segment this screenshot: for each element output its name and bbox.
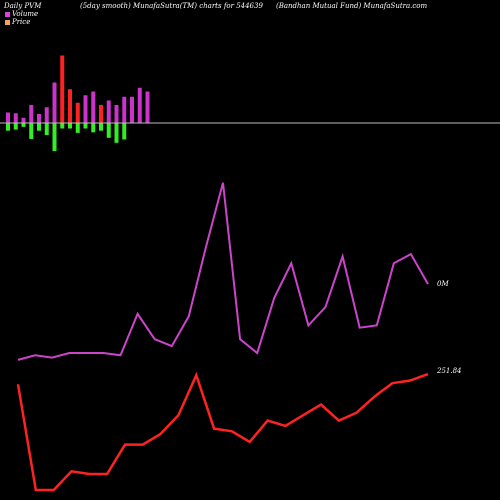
pvm-bars bbox=[6, 55, 150, 152]
pvm-up-bar bbox=[130, 96, 134, 123]
pvm-up-bar bbox=[6, 112, 10, 123]
pvm-up-bar bbox=[122, 96, 127, 123]
pvm-up-bar bbox=[21, 117, 26, 123]
pvm-up-bar bbox=[145, 91, 150, 123]
pvm-down-bar bbox=[122, 123, 127, 140]
legend-price: Price bbox=[5, 18, 30, 26]
pvm-down-bar bbox=[29, 123, 34, 139]
chart-title-left: Daily PVM bbox=[4, 2, 42, 10]
pvm-up-bar bbox=[68, 89, 72, 123]
legend-price-swatch bbox=[5, 19, 10, 25]
pvm-up-bar bbox=[106, 100, 111, 123]
pvm-down-bar bbox=[52, 123, 57, 152]
pvm-up-bar bbox=[137, 87, 142, 123]
legend-volume-swatch bbox=[5, 11, 10, 17]
price-series-line bbox=[16, 371, 429, 492]
pvm-down-bar bbox=[91, 123, 96, 133]
pvm-up-bar bbox=[91, 91, 96, 123]
volume-last-label: 0M bbox=[437, 280, 449, 288]
pvm-up-bar bbox=[60, 55, 65, 123]
pvm-up-bar bbox=[37, 114, 41, 123]
pvm-up-bar bbox=[13, 113, 18, 123]
pvm-down-bar bbox=[99, 123, 103, 131]
pvm-up-bar bbox=[44, 107, 49, 123]
pvm-down-bar bbox=[83, 123, 88, 129]
pvm-down-bar bbox=[6, 123, 10, 131]
pvm-up-bar bbox=[29, 105, 34, 123]
legend-volume-label: Volume bbox=[12, 10, 39, 18]
pvm-down-bar bbox=[106, 123, 111, 138]
pvm-down-bar bbox=[44, 123, 49, 136]
pvm-up-bar bbox=[52, 82, 57, 123]
pvm-down-bar bbox=[37, 123, 41, 131]
volume-series-line bbox=[17, 182, 429, 361]
pvm-up-bar bbox=[83, 95, 88, 123]
pvm-down-bar bbox=[75, 123, 80, 133]
pvm-up-bar bbox=[99, 105, 103, 123]
pvm-down-bar bbox=[60, 123, 65, 129]
pvm-up-bar bbox=[114, 105, 119, 123]
chart-title-center: (5day smooth) MunafaSutra(TM) charts for… bbox=[80, 2, 263, 10]
pvm-down-bar bbox=[13, 123, 18, 130]
legend-price-label: Price bbox=[12, 18, 31, 26]
legend-volume: Volume bbox=[5, 10, 38, 18]
chart-title-right: (Bandhan Mutual Fund) MunafaSutra.com bbox=[276, 2, 428, 10]
pvm-down-bar bbox=[68, 123, 72, 129]
pvm-down-bar bbox=[114, 123, 119, 143]
pvm-down-bar bbox=[21, 123, 26, 127]
price-last-label: 251.84 bbox=[436, 367, 462, 375]
pvm-up-bar bbox=[75, 102, 80, 123]
